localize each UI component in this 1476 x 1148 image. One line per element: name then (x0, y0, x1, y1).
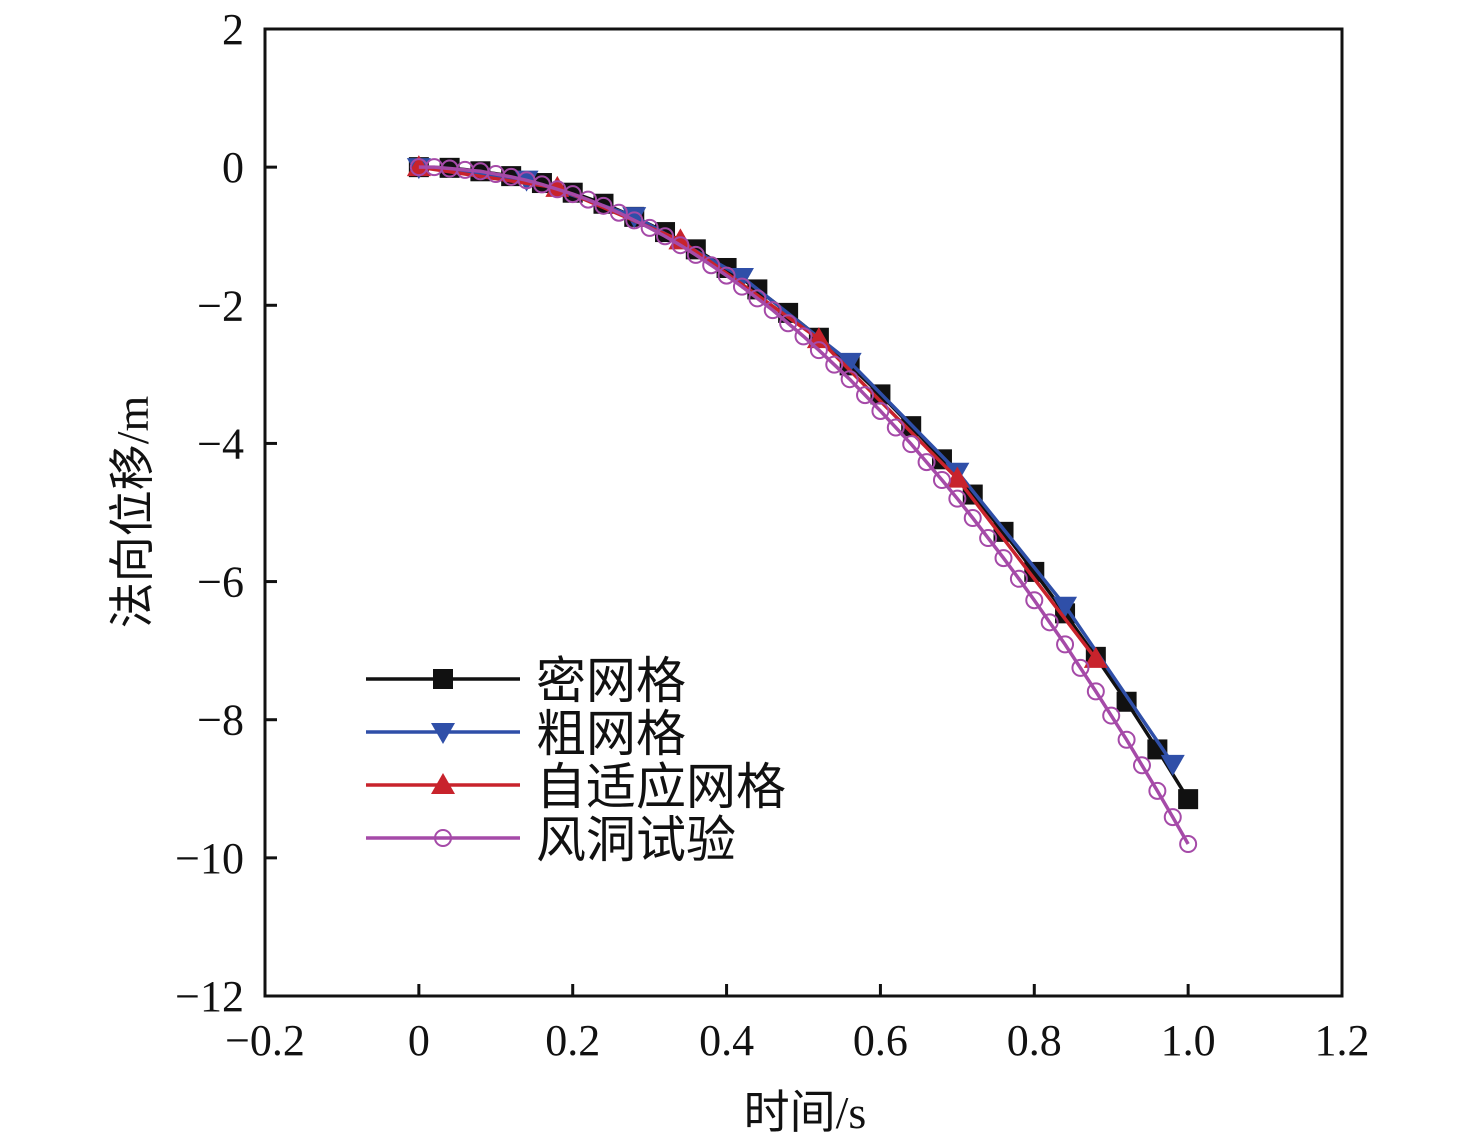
y-tick-label: 0 (222, 143, 244, 192)
data-point (809, 341, 828, 360)
data-point (837, 352, 862, 374)
data-point (825, 355, 844, 374)
data-point (686, 245, 705, 264)
y-axis-label: 法向位移/m (107, 396, 158, 629)
x-tick-label: 0.2 (545, 1016, 600, 1065)
data-point (1102, 706, 1121, 725)
data-point (779, 314, 798, 333)
data-point (579, 190, 598, 209)
x-tick-label: 1.2 (1315, 1016, 1370, 1065)
data-point (994, 549, 1013, 568)
series-line (418, 165, 1175, 765)
data-point (1009, 569, 1028, 588)
data-point (917, 453, 936, 472)
y-tick-label: −12 (175, 972, 244, 1021)
data-point (1160, 754, 1185, 776)
data-point (748, 289, 767, 308)
series-3 (409, 158, 1198, 854)
data-point (563, 185, 582, 204)
data-point (717, 266, 736, 285)
y-tick-label: −8 (197, 696, 244, 745)
legend-label: 密网格 (536, 653, 686, 709)
data-point (1040, 613, 1059, 632)
data-point (594, 196, 613, 215)
series-line (418, 165, 1190, 801)
data-point (1178, 789, 1199, 810)
data-point (856, 386, 875, 405)
legend-item: 自适应网格 (366, 759, 786, 815)
y-tick-label: −10 (175, 834, 244, 883)
legend-item: 密网格 (366, 653, 686, 709)
data-point (1117, 730, 1136, 749)
data-point (671, 236, 690, 255)
legend-label: 粗网格 (536, 706, 686, 762)
data-point (763, 301, 782, 320)
legend-marker (431, 723, 455, 744)
data-point (1132, 756, 1151, 775)
x-tick-label: 1.0 (1161, 1016, 1216, 1065)
legend-item: 粗网格 (366, 706, 686, 762)
data-point (794, 327, 813, 346)
series-line (418, 165, 1190, 845)
data-point (702, 256, 721, 275)
data-point (668, 228, 693, 250)
legend-marker (433, 669, 453, 689)
data-point (979, 529, 998, 548)
data-point (1116, 691, 1137, 712)
legend-label: 风洞试验 (536, 812, 736, 868)
data-point (1025, 591, 1044, 610)
x-tick-label: 0 (408, 1016, 430, 1065)
data-point (1083, 646, 1108, 668)
data-point (732, 277, 751, 296)
data-point (886, 418, 905, 437)
data-point (902, 435, 921, 454)
data-point (840, 370, 859, 389)
data-point (945, 466, 970, 488)
y-tick-label: −2 (197, 281, 244, 330)
data-point (932, 471, 951, 490)
x-tick-label: 0.6 (853, 1016, 908, 1065)
x-tick-label: −0.2 (225, 1016, 305, 1065)
y-tick-label: 2 (222, 5, 244, 54)
legend-marker (431, 773, 455, 794)
data-point (948, 489, 967, 508)
data-point (871, 401, 890, 420)
data-point (656, 227, 675, 246)
series-1 (406, 158, 1185, 776)
legend-label: 自适应网格 (536, 759, 786, 815)
data-point (963, 509, 982, 528)
legend-marker (434, 829, 452, 847)
legend-item: 风洞试验 (366, 812, 736, 868)
data-point (1056, 635, 1075, 654)
data-point (1147, 739, 1168, 760)
data-point (622, 207, 647, 229)
data-point (625, 211, 644, 230)
data-point (609, 203, 628, 222)
series-line (418, 165, 1098, 660)
x-tick-label: 0.8 (1007, 1016, 1062, 1065)
series-2 (406, 155, 1108, 668)
y-tick-label: −4 (197, 419, 244, 468)
data-point (1148, 781, 1167, 800)
data-point (640, 218, 659, 237)
data-point (1024, 561, 1045, 582)
data-point (1053, 596, 1078, 618)
x-axis-label: 时间/s (744, 1087, 867, 1138)
data-point (1179, 835, 1198, 854)
series-0 (408, 157, 1199, 810)
y-tick-label: −6 (197, 558, 244, 607)
data-point (1086, 682, 1105, 701)
data-point (1071, 658, 1090, 677)
plot-frame (263, 27, 1344, 998)
data-point (1163, 808, 1182, 827)
x-tick-label: 0.4 (699, 1016, 754, 1065)
